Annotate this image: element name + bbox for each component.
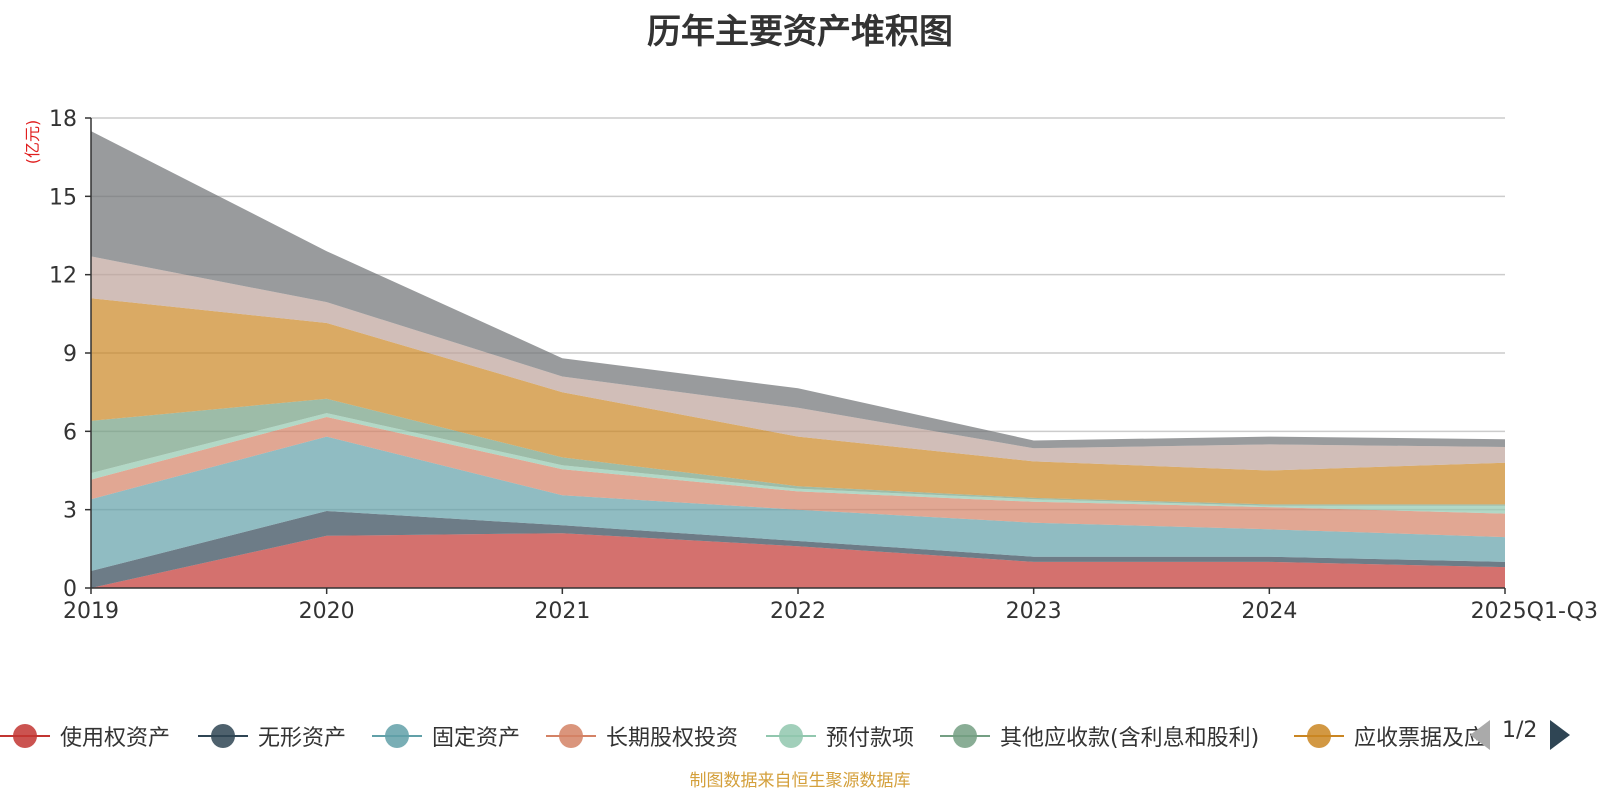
legend-item[interactable]: 固定资产: [372, 718, 520, 754]
legend-label: 使用权资产: [60, 726, 171, 751]
area-7: [91, 256, 1505, 471]
x-tick-label: 2024: [1241, 599, 1297, 624]
legend-item[interactable]: 其他应收款(含利息和股利): [940, 718, 1259, 754]
legend-swatch: [546, 724, 596, 748]
x-tick-label: 2022: [770, 599, 826, 624]
legend-swatch: [0, 724, 50, 748]
legend-item[interactable]: 使用权资产: [0, 718, 170, 754]
y-axis-unit-label: (亿元): [23, 120, 42, 165]
legend-label: 预付款项: [826, 726, 915, 751]
legend-item[interactable]: 预付款项: [766, 718, 914, 754]
legend-label: 应收票据及应收账款: [1354, 726, 1490, 751]
legend-label: 其他应收款(含利息和股利): [1000, 726, 1260, 751]
area-1: [91, 511, 1505, 588]
legend-item[interactable]: 应收票据及应收账款: [1294, 718, 1490, 754]
area-series: [91, 131, 1505, 588]
area-5: [91, 398, 1505, 506]
chart-title: 历年主要资产堆积图: [647, 12, 953, 52]
legend-item[interactable]: 无形资产: [198, 718, 346, 754]
legend-page-indicator: 1/2: [1502, 718, 1538, 743]
area-3: [91, 417, 1505, 538]
x-tick-label: 2020: [299, 599, 355, 624]
x-tick-label: 2021: [534, 599, 590, 624]
legend-swatch: [940, 724, 990, 748]
y-tick-label: 15: [49, 185, 77, 210]
legend: 使用权资产 无形资产 固定资产 长期股权投资 预付款项 其他应收款(含利息和股利) 应收票据…: [0, 718, 1490, 754]
legend-prev-page-button[interactable]: [1470, 720, 1490, 750]
legend-swatch: [1294, 724, 1344, 748]
legend-label: 固定资产: [432, 726, 521, 751]
legend-next-page-button[interactable]: [1550, 720, 1570, 750]
x-tick-label: 2025Q1-Q3: [1471, 599, 1598, 624]
area-2: [91, 436, 1505, 571]
y-tick-label: 12: [49, 264, 77, 289]
area-6: [91, 298, 1505, 505]
legend-label: 无形资产: [258, 726, 347, 751]
legend-swatch: [766, 724, 816, 748]
x-tick-label: 2019: [63, 599, 119, 624]
y-tick-label: 0: [63, 577, 77, 602]
legend-swatch: [198, 724, 248, 748]
y-tick-label: 18: [49, 107, 77, 132]
axes: 0 3 6 9 12 15 18 2019 2020 2021 2022 2023 2024 2025Q1…: [49, 107, 1598, 624]
legend-swatch: [372, 724, 422, 748]
area-0: [91, 533, 1505, 588]
y-tick-label: 9: [63, 342, 77, 367]
x-tick-label: 2023: [1006, 599, 1062, 624]
y-tick-label: 3: [63, 499, 77, 524]
legend-item[interactable]: 长期股权投资: [546, 718, 738, 754]
legend-pager: 1/2: [1470, 716, 1600, 756]
area-8: [91, 131, 1505, 449]
y-tick-label: 6: [63, 420, 77, 445]
source-note: 制图数据来自恒生聚源数据库: [689, 771, 911, 791]
legend-label: 长期股权投资: [606, 726, 739, 751]
